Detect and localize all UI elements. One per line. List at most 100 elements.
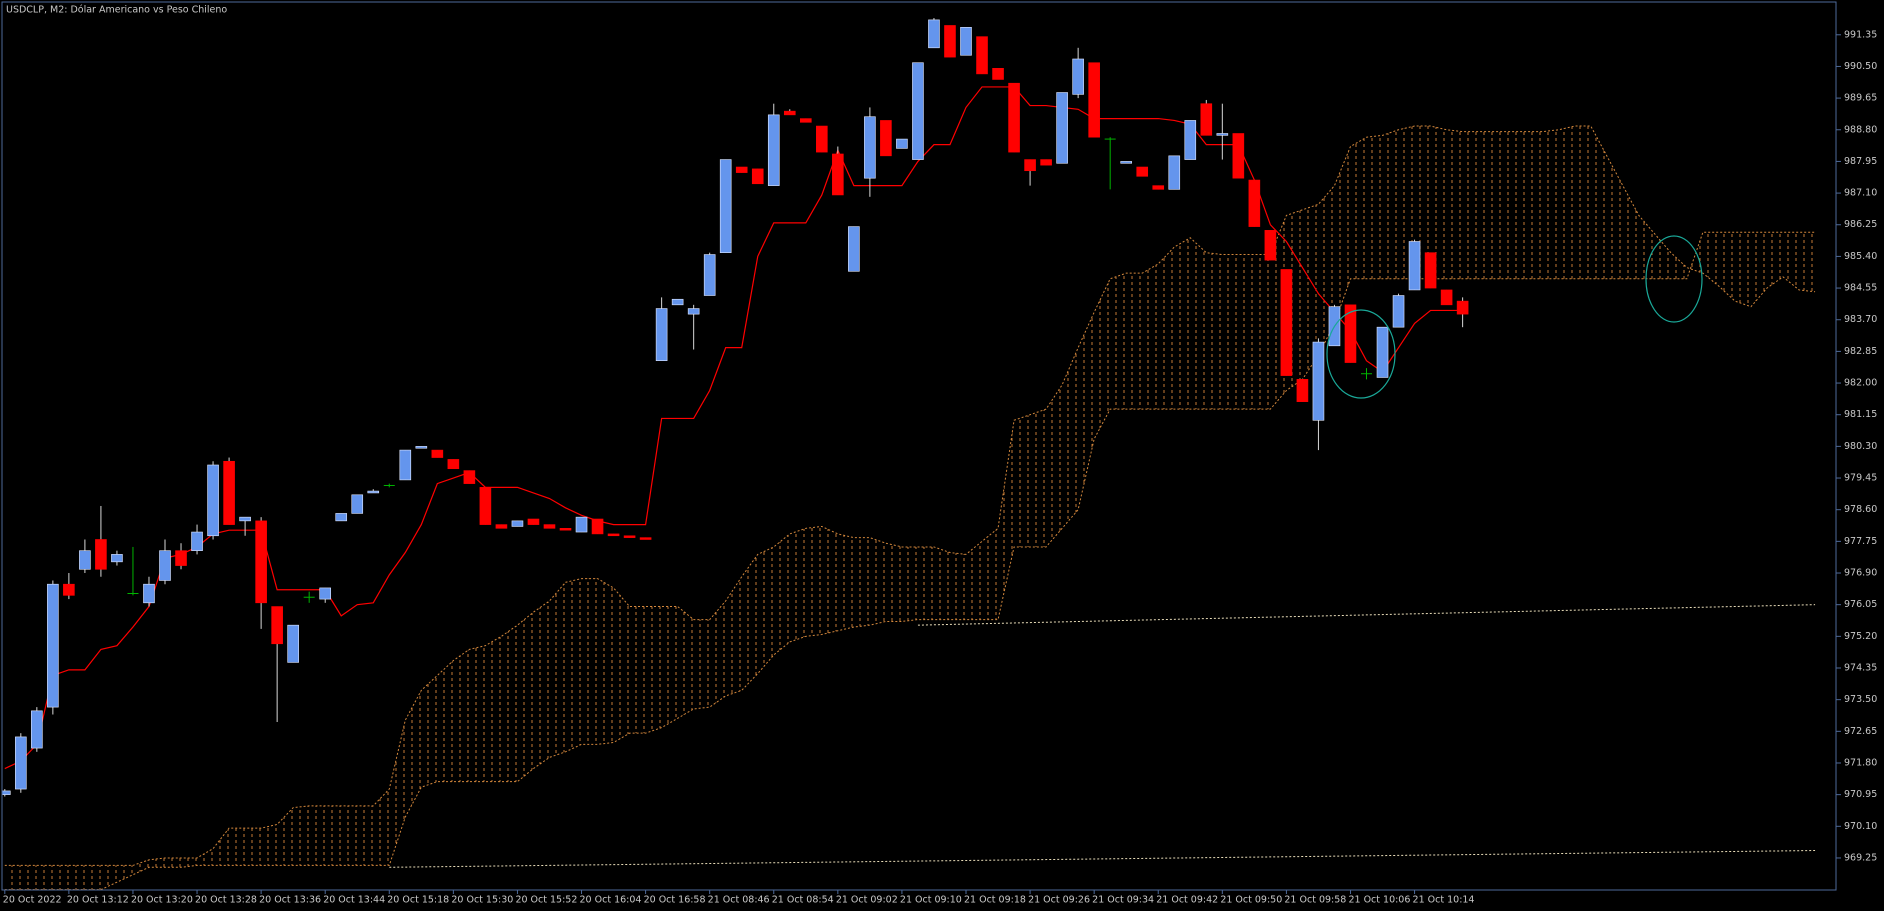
candle-body bbox=[271, 606, 283, 645]
plot-area bbox=[2, 18, 1816, 890]
candle-body bbox=[351, 494, 364, 514]
candle-body bbox=[880, 120, 892, 157]
y-tick-label: 970.10 bbox=[1844, 821, 1877, 832]
y-tick-label: 991.35 bbox=[1844, 29, 1877, 40]
x-tick-label: 21 Oct 09:18 bbox=[964, 895, 1026, 906]
x-tick-label: 21 Oct 09:58 bbox=[1284, 895, 1346, 906]
y-tick-label: 972.65 bbox=[1844, 726, 1877, 737]
y-tick-label: 982.00 bbox=[1844, 378, 1877, 389]
candle-body bbox=[1248, 179, 1261, 227]
x-tick-label: 20 Oct 13:20 bbox=[131, 895, 193, 906]
candle-body bbox=[1280, 269, 1293, 376]
kijun-line bbox=[4, 86, 1463, 770]
candle-body bbox=[559, 528, 572, 531]
candle-body bbox=[783, 110, 796, 116]
candle-body bbox=[607, 533, 620, 537]
candle-body bbox=[15, 736, 27, 790]
candle-body bbox=[79, 550, 91, 570]
y-tick-label: 979.45 bbox=[1844, 473, 1877, 484]
candle-body bbox=[1296, 379, 1309, 402]
y-tick-label: 970.95 bbox=[1844, 789, 1877, 800]
candle-body bbox=[479, 487, 492, 525]
x-tick-label: 21 Oct 09:26 bbox=[1028, 895, 1090, 906]
y-tick-label: 986.25 bbox=[1844, 219, 1877, 230]
candle-body bbox=[527, 518, 540, 525]
x-tick-label: 21 Oct 08:54 bbox=[772, 895, 834, 906]
y-tick-label: 978.60 bbox=[1844, 504, 1877, 515]
x-tick-label: 20 Oct 15:52 bbox=[515, 895, 577, 906]
x-tick-label: 21 Oct 10:06 bbox=[1348, 895, 1410, 906]
candle-body bbox=[799, 118, 812, 123]
y-tick-label: 976.05 bbox=[1844, 599, 1877, 610]
candle-body bbox=[1344, 304, 1357, 363]
trend-line bbox=[917, 604, 1816, 626]
candle-body bbox=[703, 254, 716, 296]
y-tick-label: 982.85 bbox=[1844, 346, 1877, 357]
x-tick-label: 20 Oct 13:36 bbox=[259, 895, 321, 906]
candle-body bbox=[1008, 82, 1020, 153]
y-tick-label: 989.65 bbox=[1844, 93, 1877, 104]
candle-body bbox=[31, 710, 43, 749]
candle-body bbox=[1408, 241, 1421, 291]
x-tick-label: 21 Oct 09:10 bbox=[900, 895, 962, 906]
y-tick-label: 980.30 bbox=[1844, 441, 1877, 452]
candle-body bbox=[944, 25, 956, 58]
candle-body bbox=[143, 583, 155, 604]
candle-body bbox=[591, 518, 604, 535]
candle-body bbox=[912, 62, 924, 160]
x-tick-label: 21 Oct 09:02 bbox=[836, 895, 898, 906]
y-tick-label: 985.40 bbox=[1844, 251, 1877, 262]
candle-body bbox=[1120, 161, 1132, 164]
candle-body bbox=[239, 516, 251, 522]
x-tick-label: 20 Oct 2022 bbox=[3, 895, 62, 906]
candle-body bbox=[175, 550, 187, 566]
annotation-ellipse bbox=[1645, 235, 1703, 323]
y-tick-label: 988.80 bbox=[1844, 124, 1877, 135]
x-tick-label: 20 Oct 16:58 bbox=[644, 895, 706, 906]
y-tick-label: 973.50 bbox=[1844, 694, 1877, 705]
candle-body bbox=[1392, 295, 1405, 328]
candle-body bbox=[1424, 252, 1437, 289]
candle-body bbox=[287, 624, 299, 663]
y-tick-label: 975.20 bbox=[1844, 631, 1877, 642]
candle-body bbox=[319, 587, 332, 600]
cloud-span-a bbox=[4, 125, 1816, 866]
y-tick-label: 987.10 bbox=[1844, 188, 1877, 199]
x-tick-label: 20 Oct 13:12 bbox=[67, 895, 129, 906]
y-tick-label: 971.80 bbox=[1844, 757, 1877, 768]
candle-body bbox=[1232, 133, 1245, 179]
candle-body bbox=[1376, 326, 1389, 378]
candle-body bbox=[1168, 155, 1181, 190]
candle-body bbox=[928, 19, 940, 49]
candle-body bbox=[495, 524, 508, 529]
y-tick-label: 969.25 bbox=[1844, 852, 1877, 863]
candle-body bbox=[543, 524, 556, 529]
candle-body bbox=[335, 513, 348, 522]
candle-body bbox=[2, 790, 11, 795]
candle-body bbox=[1088, 62, 1100, 138]
candle-body bbox=[623, 535, 636, 538]
y-tick-label: 981.15 bbox=[1844, 409, 1877, 420]
candle-body bbox=[687, 308, 700, 315]
axes: 991.35 990.50 989.65 988.80 987.95 987.10 986.… bbox=[3, 29, 1877, 905]
candle-body bbox=[751, 168, 764, 185]
y-tick-label: 984.55 bbox=[1844, 283, 1877, 294]
x-tick-label: 21 Oct 09:50 bbox=[1220, 895, 1282, 906]
x-tick-label: 20 Oct 13:28 bbox=[195, 895, 257, 906]
x-tick-label: 20 Oct 15:30 bbox=[451, 895, 513, 906]
annotation-ellipse bbox=[1326, 309, 1396, 399]
y-tick-label: 976.90 bbox=[1844, 568, 1877, 579]
candle-body bbox=[1072, 58, 1084, 95]
candle-body bbox=[415, 446, 428, 449]
candle-body bbox=[255, 520, 267, 604]
x-tick-label: 21 Oct 10:14 bbox=[1413, 895, 1475, 906]
candle-body bbox=[575, 516, 588, 533]
candle-body bbox=[111, 554, 123, 563]
candle-body bbox=[47, 583, 59, 708]
plot-frame bbox=[1, 1, 1837, 891]
y-tick-label: 990.50 bbox=[1844, 61, 1877, 72]
y-tick-label: 983.70 bbox=[1844, 314, 1877, 325]
candle-body bbox=[1440, 289, 1453, 306]
candle-body bbox=[431, 449, 444, 458]
